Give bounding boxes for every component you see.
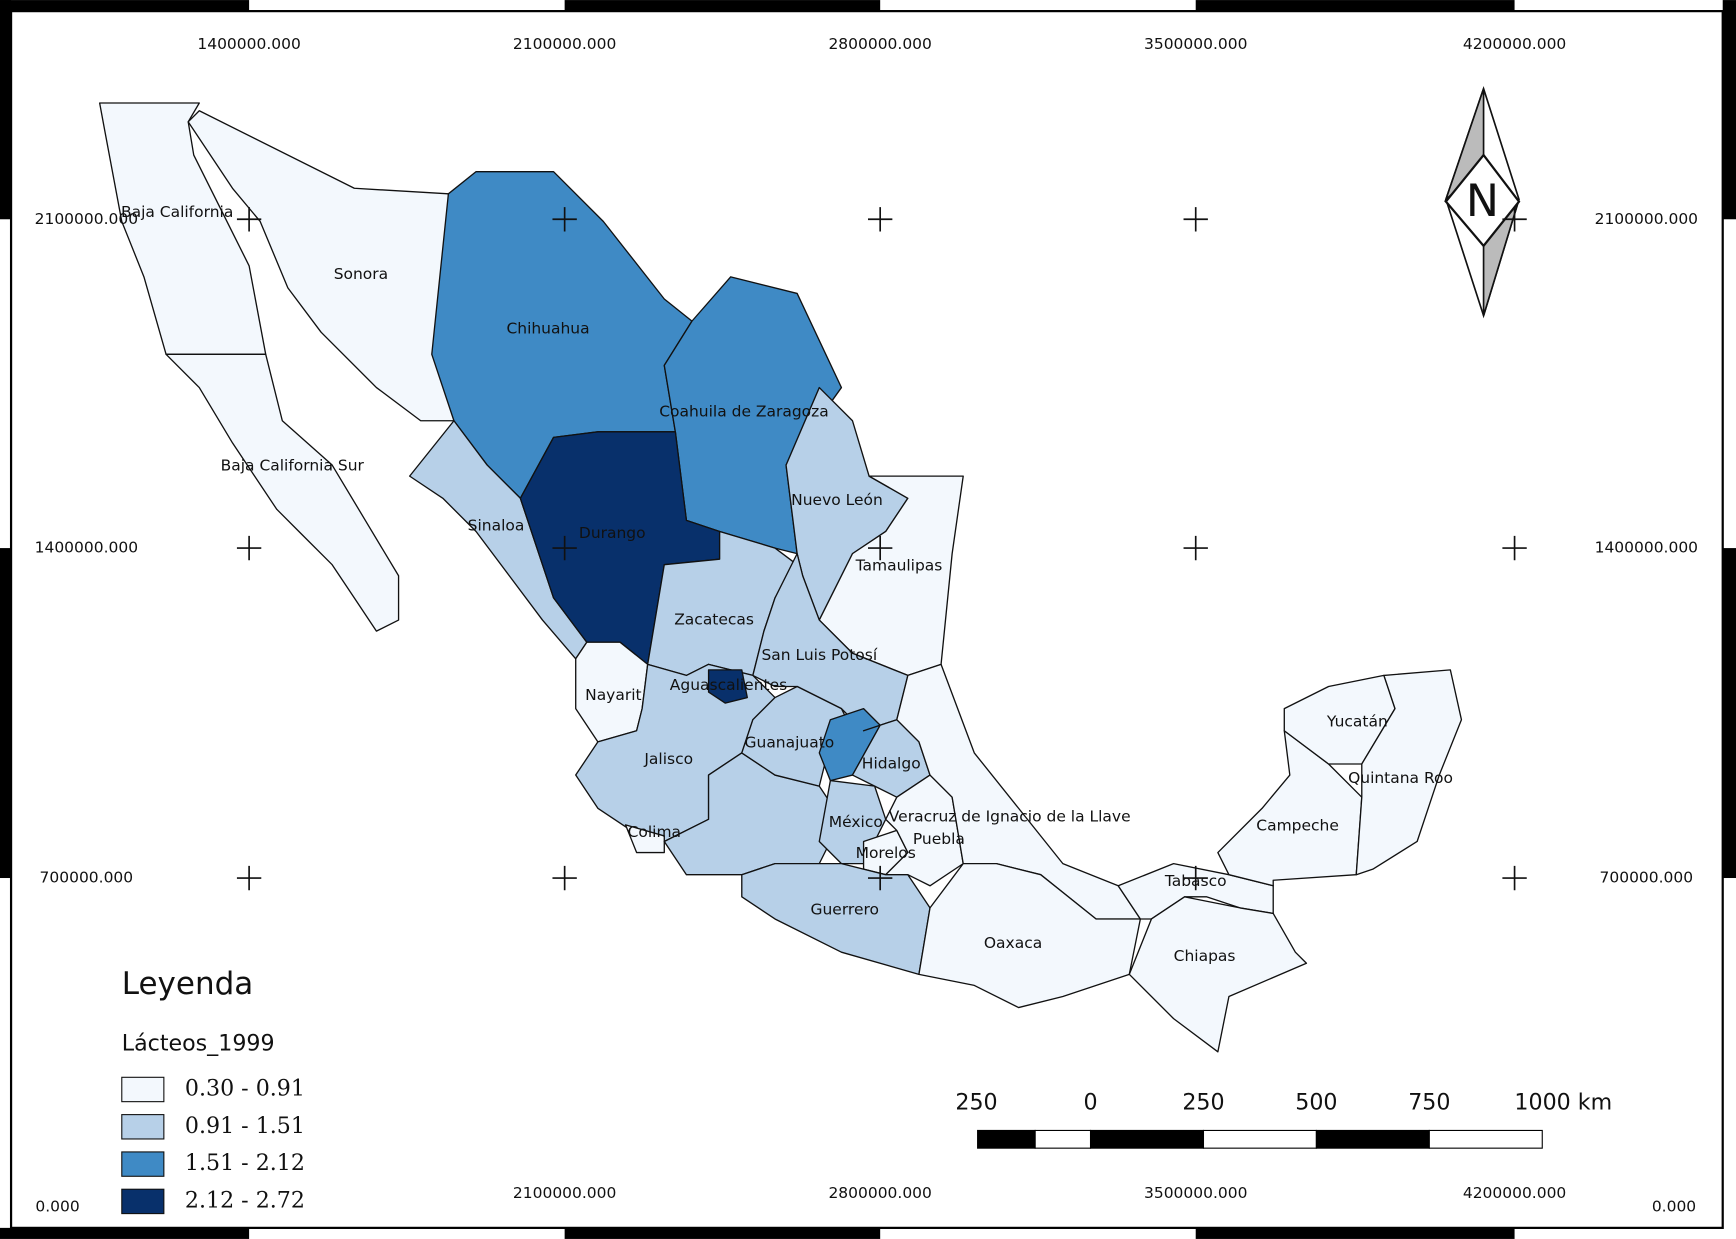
scale-label: 250 (1182, 1089, 1224, 1115)
grid-cross (868, 865, 893, 891)
grid-cross (868, 535, 893, 561)
state-label: Tamaulipas (855, 556, 943, 574)
state-label: Guerrero (811, 901, 880, 919)
states (98, 102, 1463, 1053)
grid-label: 2100000.000 (513, 1184, 616, 1202)
grid-label: 0.000 (1652, 1197, 1696, 1215)
legend-label: 1.51 - 2.12 (185, 1150, 305, 1176)
state-label: Sonora (334, 265, 388, 283)
state-label: Colima (628, 823, 681, 841)
state-label: Oaxaca (984, 934, 1042, 952)
grid-cross (552, 207, 577, 232)
state-label: Veracruz de Ignacio de la Llave (889, 808, 1131, 826)
state-label: Baja California (121, 203, 233, 221)
state-label: Morelos (856, 844, 916, 862)
scale-label: 500 (1295, 1089, 1337, 1115)
state-label: Campeche (1256, 816, 1339, 834)
legend-swatch (121, 1151, 165, 1177)
grid-cross (236, 535, 262, 561)
state-label: Zacatecas (674, 611, 754, 629)
grid-label: 1400000.000 (197, 35, 300, 53)
grid-cross (1502, 535, 1527, 561)
grid-label: 2800000.000 (828, 35, 931, 53)
state-label: Chihuahua (506, 319, 589, 337)
state-label: Quintana Roo (1348, 769, 1453, 787)
grid-cross (552, 865, 577, 891)
state-shape (165, 353, 400, 632)
state-label: Nuevo León (791, 491, 883, 509)
grid-label: 2100000.000 (513, 35, 616, 53)
state-shape (98, 102, 267, 356)
state-label: Sinaloa (468, 516, 525, 534)
grid-cross (236, 207, 262, 232)
grid-label: 1400000.000 (35, 539, 138, 557)
state-label: Puebla (913, 830, 965, 848)
grid-label: 2100000.000 (1595, 210, 1698, 228)
state-label: San Luis Potosí (761, 646, 877, 664)
grid-cross (1502, 865, 1527, 891)
grid-label: 3500000.000 (1144, 35, 1247, 53)
labels: 1400000.000 2100000.000 2800000.000 3500000… (35, 35, 1698, 1215)
grid-label: 2800000.000 (828, 1184, 931, 1202)
grid-label: 2100000.000 (35, 210, 138, 228)
state-label: Tabasco (1164, 872, 1227, 890)
grid-label: 4200000.000 (1463, 35, 1566, 53)
state-shape (1217, 730, 1363, 887)
state-label: Nayarit (585, 686, 641, 704)
grid-cross (1183, 207, 1208, 232)
state-shape (1128, 896, 1308, 1053)
state-label: Jalisco (643, 750, 693, 768)
state-label: Coahuila de Zaragoza (659, 402, 829, 420)
grid-label: 1400000.000 (1595, 539, 1698, 557)
scale-label: 750 (1408, 1089, 1450, 1115)
grid-cross (1183, 865, 1208, 891)
scale-label: 1000 km (1514, 1089, 1612, 1115)
state-shape (707, 669, 748, 704)
legend-label: 2.12 - 2.72 (185, 1187, 305, 1213)
legend-swatch (121, 1114, 165, 1140)
state-label: México (829, 813, 883, 831)
north-arrow-label: N (1466, 176, 1499, 227)
grid-label: 0.000 (35, 1197, 79, 1215)
legend-swatch (121, 1188, 165, 1215)
state-label: Durango (579, 524, 646, 542)
state-label: Guanajuato (745, 733, 835, 751)
legend-title: Leyenda (122, 966, 253, 1002)
grid-cross (552, 535, 577, 561)
grid-cross (236, 865, 262, 891)
grid-cross (1183, 535, 1208, 561)
state-label: Aguascalientes (670, 676, 787, 694)
state-shape (663, 276, 843, 555)
north-arrow (1444, 85, 1521, 319)
legend-label: 0.91 - 1.51 (185, 1113, 305, 1139)
legend-swatch (121, 1076, 165, 1103)
state-shape (741, 862, 931, 976)
grid-label: 700000.000 (40, 869, 134, 887)
grid-cross (868, 207, 893, 232)
grid-crosses (236, 207, 1527, 891)
state-label: Baja California Sur (221, 457, 365, 475)
state-label: Chiapas (1174, 947, 1236, 965)
legend-label: 0.30 - 0.91 (185, 1075, 305, 1101)
grid-label: 3500000.000 (1144, 1184, 1247, 1202)
scale-bar (977, 1129, 1543, 1149)
grid-label: 700000.000 (1600, 869, 1694, 887)
scale-label: 250 (955, 1089, 997, 1115)
scale-label: 0 (1083, 1089, 1097, 1115)
state-shape (624, 824, 665, 854)
grid-label: 4200000.000 (1463, 1184, 1566, 1202)
grid-cross (1502, 207, 1527, 232)
state-shape (1355, 669, 1463, 876)
state-label: Yucatán (1326, 712, 1388, 730)
state-shape (408, 420, 588, 660)
legend-layer: Lácteos_1999 (122, 1031, 275, 1057)
state-label: Hidalgo (862, 754, 921, 772)
state-shape (918, 862, 1142, 1009)
state-shape (187, 110, 455, 422)
